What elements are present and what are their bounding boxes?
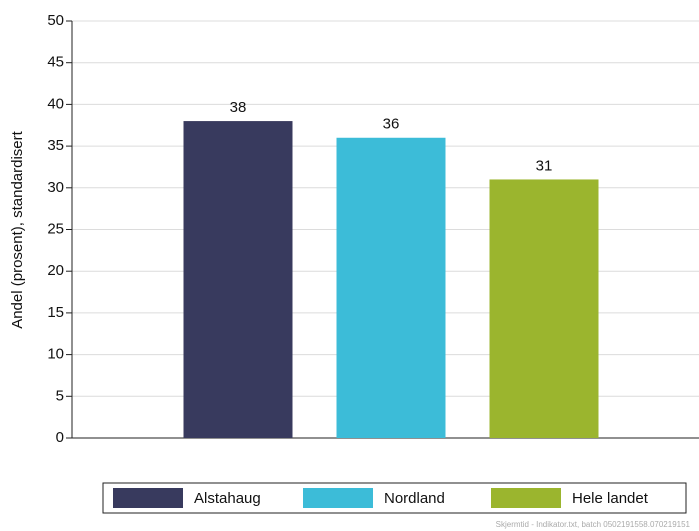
legend-swatch xyxy=(303,488,373,508)
legend-label: Alstahaug xyxy=(194,490,261,507)
bar xyxy=(336,137,446,438)
y-tick-label: 0 xyxy=(56,429,64,446)
bar xyxy=(183,121,293,438)
legend-swatch xyxy=(113,488,183,508)
value-label: 36 xyxy=(383,116,400,133)
y-tick-label: 40 xyxy=(47,95,64,112)
legend-swatch xyxy=(491,488,561,508)
value-label: 38 xyxy=(230,99,247,116)
y-tick-label: 35 xyxy=(47,137,64,154)
y-tick-label: 5 xyxy=(56,387,64,404)
y-tick-label: 45 xyxy=(47,54,64,71)
legend-box xyxy=(102,482,687,514)
legend-label: Hele landet xyxy=(572,490,649,507)
y-tick-label: 30 xyxy=(47,179,64,196)
y-tick-label: 25 xyxy=(47,220,64,237)
y-tick-label: 15 xyxy=(47,304,64,321)
legend-label: Nordland xyxy=(384,490,445,507)
y-axis-label: Andel (prosent), standardisert xyxy=(9,130,26,328)
y-tick-label: 20 xyxy=(47,262,64,279)
bar xyxy=(489,179,599,438)
footnote: Skjermtid - Indikator.txt, batch 0502191… xyxy=(496,520,691,529)
value-label: 31 xyxy=(536,157,553,174)
y-tick-label: 10 xyxy=(47,346,64,363)
y-tick-label: 50 xyxy=(47,12,64,29)
